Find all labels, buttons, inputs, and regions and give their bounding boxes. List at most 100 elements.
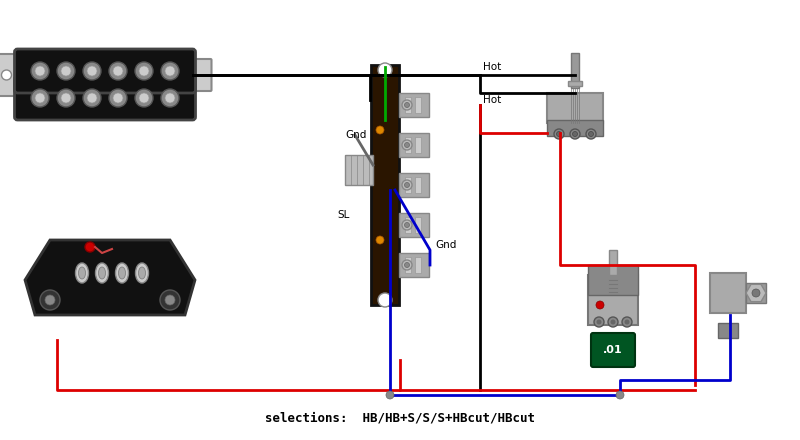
Circle shape <box>405 143 410 147</box>
Circle shape <box>589 132 594 136</box>
Circle shape <box>161 89 179 107</box>
Bar <box>399 213 429 237</box>
Bar <box>399 253 429 277</box>
Ellipse shape <box>75 263 89 283</box>
Bar <box>399 93 429 117</box>
Bar <box>547 120 603 136</box>
Polygon shape <box>25 240 195 315</box>
Text: .01: .01 <box>603 345 623 355</box>
Circle shape <box>570 129 580 139</box>
FancyBboxPatch shape <box>191 59 211 91</box>
Bar <box>399 173 429 197</box>
Circle shape <box>405 103 410 107</box>
Circle shape <box>139 93 149 103</box>
Circle shape <box>2 70 11 80</box>
Circle shape <box>386 391 394 399</box>
Circle shape <box>402 100 412 110</box>
Circle shape <box>31 89 49 107</box>
Circle shape <box>165 93 175 103</box>
Circle shape <box>625 319 630 325</box>
Circle shape <box>376 236 384 244</box>
Circle shape <box>586 129 596 139</box>
Bar <box>588 275 638 325</box>
Circle shape <box>113 66 123 76</box>
Circle shape <box>61 93 71 103</box>
Circle shape <box>402 220 412 230</box>
Circle shape <box>61 66 71 76</box>
Ellipse shape <box>135 263 149 283</box>
Bar <box>609 250 617 275</box>
Circle shape <box>87 66 97 76</box>
Ellipse shape <box>78 267 86 279</box>
Circle shape <box>405 183 410 187</box>
Circle shape <box>752 289 760 297</box>
Circle shape <box>85 242 95 252</box>
Bar <box>345 155 373 185</box>
Text: selections:  HB/HB+S/S/S+HBcut/HBcut: selections: HB/HB+S/S/S+HBcut/HBcut <box>265 411 535 425</box>
Text: Gnd: Gnd <box>435 240 456 250</box>
Circle shape <box>57 89 75 107</box>
Circle shape <box>35 66 45 76</box>
Ellipse shape <box>115 263 129 283</box>
Circle shape <box>109 62 127 80</box>
Bar <box>405 257 411 273</box>
Circle shape <box>405 223 410 227</box>
Circle shape <box>378 293 392 307</box>
Bar <box>718 323 738 338</box>
Bar <box>415 217 421 233</box>
Circle shape <box>40 290 60 310</box>
Bar <box>399 133 429 157</box>
Polygon shape <box>746 284 766 302</box>
Circle shape <box>165 66 175 76</box>
Bar <box>571 53 579 88</box>
Bar <box>405 137 411 153</box>
Circle shape <box>160 290 180 310</box>
Bar <box>415 177 421 193</box>
Ellipse shape <box>98 267 106 279</box>
Bar <box>405 97 411 113</box>
Text: Hot: Hot <box>483 62 502 72</box>
FancyBboxPatch shape <box>14 49 195 93</box>
Bar <box>371 65 399 305</box>
Circle shape <box>402 140 412 150</box>
Circle shape <box>596 301 604 309</box>
FancyBboxPatch shape <box>591 333 635 367</box>
Circle shape <box>109 89 127 107</box>
Text: SL: SL <box>337 210 350 220</box>
Circle shape <box>616 391 624 399</box>
Bar <box>710 273 746 313</box>
Bar <box>547 93 603 123</box>
Circle shape <box>165 295 175 305</box>
Circle shape <box>45 295 55 305</box>
Circle shape <box>402 260 412 270</box>
Circle shape <box>402 180 412 190</box>
FancyBboxPatch shape <box>0 54 18 96</box>
FancyBboxPatch shape <box>14 76 195 120</box>
Circle shape <box>161 62 179 80</box>
Circle shape <box>87 93 97 103</box>
Circle shape <box>378 63 392 77</box>
Bar <box>588 265 638 295</box>
Circle shape <box>35 93 45 103</box>
Circle shape <box>573 132 578 136</box>
Ellipse shape <box>118 267 126 279</box>
Bar <box>415 257 421 273</box>
Circle shape <box>608 317 618 327</box>
Circle shape <box>57 62 75 80</box>
Circle shape <box>31 62 49 80</box>
Circle shape <box>557 132 562 136</box>
Circle shape <box>113 93 123 103</box>
Circle shape <box>83 89 101 107</box>
Circle shape <box>622 317 632 327</box>
Circle shape <box>139 66 149 76</box>
Circle shape <box>594 317 604 327</box>
Bar <box>568 81 582 86</box>
Bar <box>415 97 421 113</box>
Circle shape <box>376 126 384 134</box>
Circle shape <box>610 319 615 325</box>
Circle shape <box>554 129 564 139</box>
Circle shape <box>597 319 602 325</box>
Circle shape <box>405 263 410 268</box>
Circle shape <box>135 62 153 80</box>
Circle shape <box>83 62 101 80</box>
